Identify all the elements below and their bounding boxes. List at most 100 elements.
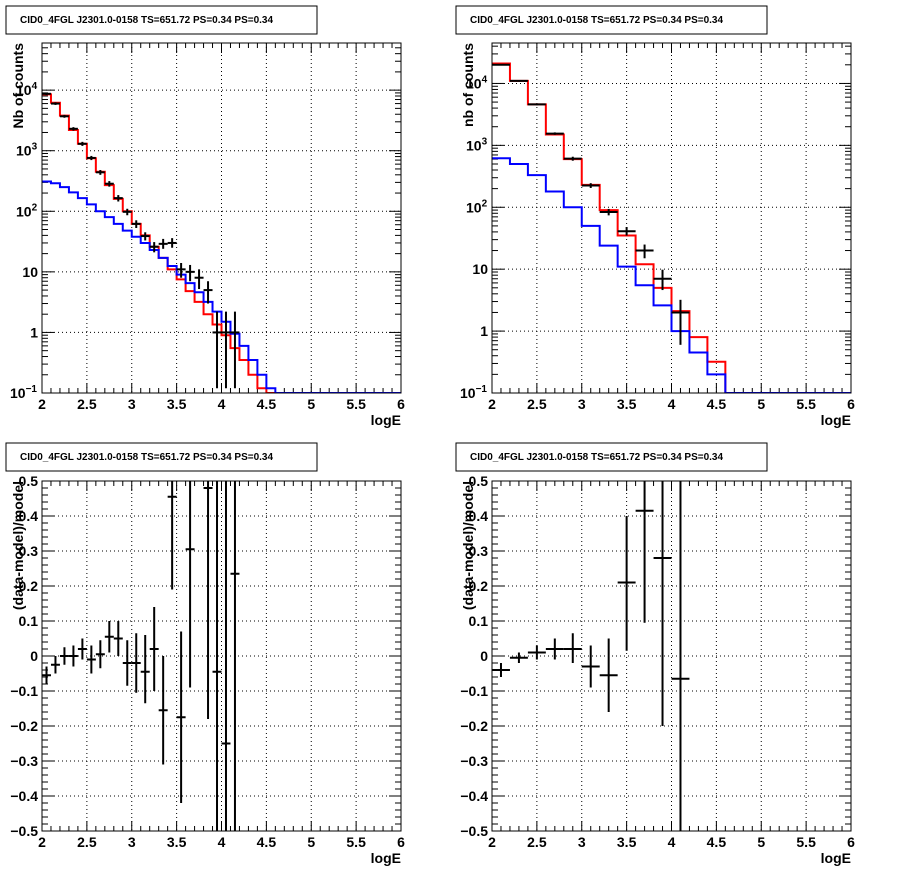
x-tick-label: 4.5 <box>707 834 727 850</box>
chart-title: CID0_4FGL J2301.0-0158 TS=651.72 PS=0.34… <box>20 452 273 463</box>
plot-area <box>42 481 240 831</box>
y-axis-label: (data-model)/model <box>10 481 26 610</box>
y-tick-exponent: 4 <box>482 74 488 85</box>
y-tick-base: 10 <box>16 203 32 219</box>
y-tick-label: 0.5 <box>19 473 39 489</box>
y-tick-label: 0.5 <box>469 473 489 489</box>
y-tick-label: 0.1 <box>469 613 489 629</box>
y-tick-base: 10 <box>16 143 32 159</box>
y-tick-label: 103 <box>16 142 38 159</box>
y-tick-base: 1 <box>30 324 38 340</box>
y-tick-label: −0.2 <box>460 718 488 734</box>
x-tick-label: 4.5 <box>257 396 277 412</box>
x-tick-label: 5 <box>307 834 315 850</box>
y-tick-base: −0.4 <box>10 788 38 804</box>
y-tick-label: −0.1 <box>10 683 38 699</box>
x-tick-label: 2 <box>488 834 496 850</box>
x-tick-label: 5 <box>757 396 765 412</box>
x-tick-label: 5.5 <box>796 834 816 850</box>
y-tick-label: 0.2 <box>469 578 489 594</box>
x-tick-label: 5 <box>757 834 765 850</box>
y-tick-exponent: −1 <box>26 384 38 395</box>
y-tick-label: 10 <box>22 264 38 280</box>
x-tick-label: 5.5 <box>346 834 366 850</box>
plot-area <box>492 481 690 831</box>
title-box <box>455 442 768 472</box>
series-line-1 <box>492 62 851 393</box>
panel-1: CID0_4FGL J2301.0-0158 TS=651.72 PS=0.34… <box>5 5 405 428</box>
y-tick-base: −0.1 <box>460 683 488 699</box>
x-tick-label: 3.5 <box>617 396 637 412</box>
y-tick-base: −0.4 <box>460 788 488 804</box>
x-tick-label: 3 <box>128 396 136 412</box>
x-tick-label: 2 <box>38 396 46 412</box>
y-tick-base: −0.3 <box>10 753 38 769</box>
y-tick-base: 10 <box>466 137 482 153</box>
y-tick-base: −0.2 <box>10 718 38 734</box>
y-axis-label: Nb of counts <box>10 43 26 129</box>
y-tick-label: −0.3 <box>10 753 38 769</box>
y-tick-exponent: 2 <box>32 202 38 213</box>
x-tick-label: 4 <box>218 834 226 850</box>
y-tick-label: 0.2 <box>19 578 39 594</box>
y-tick-base: 0.4 <box>469 508 489 524</box>
y-tick-base: 10 <box>460 385 476 401</box>
y-tick-base: 10 <box>466 199 482 215</box>
y-tick-label: 104 <box>16 81 38 98</box>
x-tick-label: 3.5 <box>167 396 187 412</box>
y-tick-base: −0.3 <box>460 753 488 769</box>
x-tick-label: 6 <box>397 396 405 412</box>
y-tick-label: 0.4 <box>19 508 39 524</box>
series-line-2 <box>492 157 851 393</box>
y-tick-label: −0.5 <box>10 823 38 839</box>
y-tick-base: 1 <box>480 323 488 339</box>
y-tick-label: −0.4 <box>10 788 38 804</box>
series-line-2 <box>42 180 401 393</box>
x-tick-label: 3.5 <box>617 834 637 850</box>
title-box <box>5 442 318 472</box>
y-tick-label: 102 <box>16 202 38 219</box>
panel-2: CID0_4FGL J2301.0-0158 TS=651.72 PS=0.34… <box>455 5 855 428</box>
y-tick-label: −0.1 <box>460 683 488 699</box>
x-tick-label: 5 <box>307 396 315 412</box>
plot-area <box>492 62 851 393</box>
x-tick-label: 4 <box>668 396 676 412</box>
plot-frame <box>41 42 402 394</box>
plot-frame <box>491 480 852 832</box>
y-tick-label: −0.5 <box>460 823 488 839</box>
title-box <box>455 5 768 35</box>
y-tick-base: 0.2 <box>469 578 489 594</box>
x-tick-label: 2.5 <box>77 396 97 412</box>
x-tick-label: 3 <box>128 834 136 850</box>
y-tick-base: −0.2 <box>460 718 488 734</box>
y-tick-label: 0.3 <box>469 543 489 559</box>
x-axis-label: logE <box>821 412 851 428</box>
plot-frame <box>491 42 852 394</box>
y-tick-base: 0.5 <box>19 473 39 489</box>
y-tick-label: 0 <box>30 648 38 664</box>
y-tick-base: 10 <box>472 261 488 277</box>
x-tick-label: 3 <box>578 396 586 412</box>
x-tick-label: 4.5 <box>707 396 727 412</box>
y-axis-label: nb of counts <box>460 43 476 127</box>
y-tick-exponent: 2 <box>482 198 488 209</box>
y-tick-base: 10 <box>466 75 482 91</box>
y-tick-exponent: 3 <box>482 136 488 147</box>
y-tick-base: 0.5 <box>469 473 489 489</box>
x-tick-label: 2.5 <box>77 834 97 850</box>
y-tick-exponent: −1 <box>476 384 488 395</box>
chart-title: CID0_4FGL J2301.0-0158 TS=651.72 PS=0.34… <box>470 452 723 463</box>
y-tick-base: 0.3 <box>469 543 489 559</box>
y-tick-base: 0.3 <box>19 543 39 559</box>
y-tick-label: 104 <box>466 74 488 91</box>
y-tick-base: −0.1 <box>10 683 38 699</box>
y-tick-label: −0.3 <box>460 753 488 769</box>
y-tick-exponent: 3 <box>32 142 38 153</box>
plot-frame <box>41 480 402 832</box>
x-tick-label: 4 <box>218 396 226 412</box>
x-tick-label: 5.5 <box>346 396 366 412</box>
y-tick-label: 10 <box>472 261 488 277</box>
y-tick-base: 0 <box>30 648 38 664</box>
x-axis-label: logE <box>821 850 851 866</box>
x-axis-label: logE <box>371 412 401 428</box>
